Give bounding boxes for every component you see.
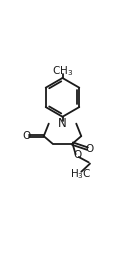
- Text: O: O: [22, 131, 30, 141]
- Text: CH$_3$: CH$_3$: [52, 64, 73, 78]
- Text: N: N: [58, 117, 67, 130]
- Text: O: O: [73, 151, 82, 161]
- Text: H$_3$C: H$_3$C: [70, 167, 92, 180]
- Text: O: O: [86, 144, 94, 154]
